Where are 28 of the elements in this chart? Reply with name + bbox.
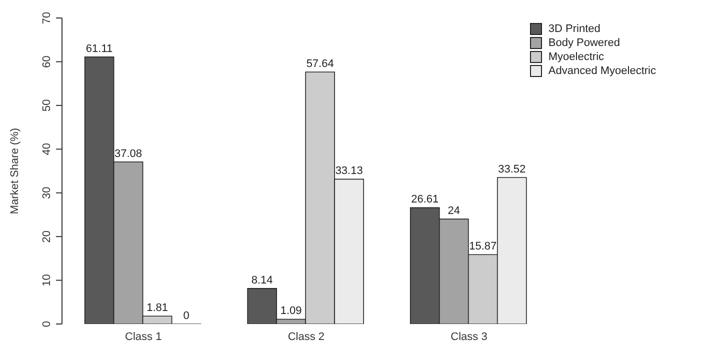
data-label: 1.09 (280, 305, 302, 318)
y-tick-label: 70 (41, 12, 53, 24)
data-label: 8.14 (251, 274, 273, 286)
y-axis-title: Market Share (%) (8, 128, 21, 214)
legend-label: Myoelectric (548, 50, 604, 64)
data-label: 57.64 (306, 58, 334, 70)
data-label: 15.87 (469, 240, 497, 253)
data-label: 26.61 (411, 194, 439, 206)
x-tick-label: Class 3 (450, 330, 488, 343)
data-label: 1.81 (146, 302, 168, 314)
data-label: 37.08 (114, 148, 142, 160)
y-tick-label: 20 (41, 230, 53, 243)
data-label: 33.52 (498, 163, 526, 176)
data-label: 33.13 (335, 165, 363, 178)
y-tick-label: 50 (41, 99, 53, 112)
x-tick-label: Class 1 (125, 330, 162, 343)
data-label: 61.11 (86, 42, 113, 55)
legend-label: Body Powered (548, 36, 620, 50)
x-tick-label: Class 2 (288, 330, 325, 343)
data-label: 0 (183, 310, 190, 322)
y-tick-label: 60 (41, 56, 53, 68)
legend-label: 3D Printed (548, 22, 600, 36)
data-label: 24 (448, 205, 460, 218)
legend-label: Advanced Myoelectric (548, 64, 656, 78)
y-tick-label: 0 (41, 320, 53, 328)
y-tick-label: 40 (41, 143, 53, 156)
y-tick-label: 30 (41, 186, 53, 199)
y-tick-label: 10 (41, 274, 53, 286)
